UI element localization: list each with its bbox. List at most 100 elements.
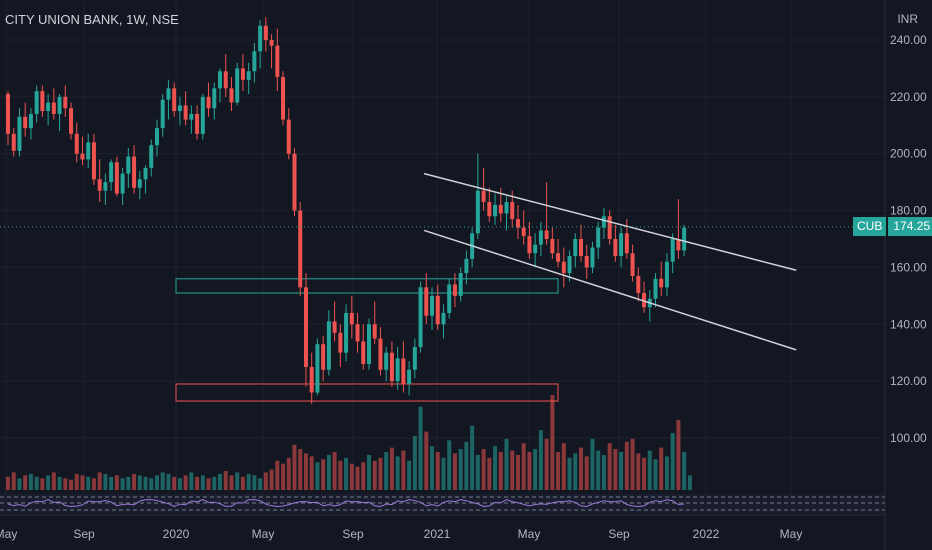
volume-bar: [430, 446, 435, 490]
candle: [80, 136, 85, 166]
candle: [550, 227, 555, 259]
volume-bar: [183, 475, 188, 490]
volume-bars: [6, 395, 692, 490]
candle: [418, 281, 423, 353]
candle: [349, 295, 354, 339]
candle-body: [166, 88, 171, 100]
candle: [338, 324, 343, 367]
candle-body: [584, 256, 589, 268]
candle: [252, 42, 257, 83]
volume-bar: [103, 473, 108, 490]
volume-bar: [664, 456, 669, 490]
candle-body: [682, 227, 687, 251]
candle-body: [332, 321, 337, 333]
volume-bar: [286, 457, 291, 490]
volume-bar: [34, 476, 39, 490]
volume-bar: [11, 472, 16, 490]
volume-bar: [51, 472, 56, 490]
volume-bar: [412, 435, 417, 490]
candle: [624, 219, 629, 259]
candle-body: [624, 233, 629, 254]
trendline[interactable]: [423, 229, 797, 351]
volume-bar: [567, 457, 572, 490]
candle: [475, 153, 480, 239]
candle-body: [521, 227, 526, 237]
candle: [527, 221, 532, 259]
volume-bar: [418, 406, 423, 490]
volume-bar: [670, 433, 675, 490]
candle: [636, 267, 641, 302]
volume-bar: [366, 454, 371, 490]
candle: [218, 68, 223, 103]
candle-body: [6, 94, 10, 134]
candle-body: [481, 190, 486, 203]
candle-body: [286, 119, 291, 154]
candle: [69, 102, 74, 140]
y-tick-label: 140.00: [890, 317, 927, 331]
candle: [120, 167, 125, 205]
candle-body: [252, 51, 257, 72]
candle: [57, 94, 62, 131]
candle-body: [114, 162, 119, 194]
y-tick-label: 220.00: [890, 90, 927, 104]
candle: [28, 108, 33, 140]
candle: [332, 301, 337, 342]
candle-body: [109, 162, 114, 183]
trendlines[interactable]: [0, 172, 885, 351]
candle: [544, 182, 549, 245]
candle-body: [275, 45, 280, 77]
candle-body: [91, 142, 96, 180]
volume-bar: [533, 449, 538, 490]
candle: [126, 148, 131, 188]
volume-bar: [653, 459, 658, 490]
volume-bar: [647, 450, 652, 490]
y-tick-label: 240.00: [890, 33, 927, 47]
volume-bar: [40, 478, 45, 490]
candle-body: [206, 96, 211, 109]
last-price-badge: CUB 174.25: [853, 216, 932, 236]
volume-bar: [235, 472, 240, 490]
candle-body: [315, 344, 320, 393]
chart-title: CITY UNION BANK, 1W, NSE: [5, 12, 179, 27]
candle: [246, 62, 251, 95]
candle-body: [263, 25, 268, 40]
last-price-symbol: CUB: [853, 216, 887, 236]
volume-bar: [97, 472, 102, 490]
x-tick-label: 2020: [163, 527, 190, 541]
volume-bar: [114, 475, 119, 490]
volume-bar: [372, 460, 377, 490]
candle-body: [395, 358, 400, 382]
volume-bar: [292, 444, 297, 490]
volume-bar: [172, 476, 177, 490]
candle-body: [452, 284, 457, 296]
candle-body: [458, 273, 463, 296]
candle-body: [538, 230, 543, 245]
volume-bar: [452, 453, 457, 490]
volume-bar: [258, 478, 263, 490]
candle-body: [223, 71, 228, 89]
candle-body: [120, 173, 125, 194]
support-zone[interactable]: [175, 278, 559, 294]
candle: [659, 261, 664, 296]
x-tick-label: May: [252, 527, 275, 541]
candle: [395, 347, 400, 390]
currency-label: INR: [897, 12, 918, 26]
candle: [613, 224, 618, 262]
candle-body: [195, 113, 200, 134]
candle: [309, 352, 314, 404]
volume-bar: [338, 460, 343, 490]
trendline[interactable]: [423, 172, 797, 271]
candle: [470, 227, 475, 268]
candle-body: [298, 210, 303, 288]
volume-bar: [470, 425, 475, 490]
volume-bar: [154, 475, 159, 490]
candle: [103, 173, 108, 205]
resistance-zone[interactable]: [175, 383, 559, 402]
candle-body: [126, 156, 131, 174]
x-tick-label: 2022: [693, 527, 720, 541]
candle: [561, 247, 566, 288]
candle: [11, 128, 16, 157]
